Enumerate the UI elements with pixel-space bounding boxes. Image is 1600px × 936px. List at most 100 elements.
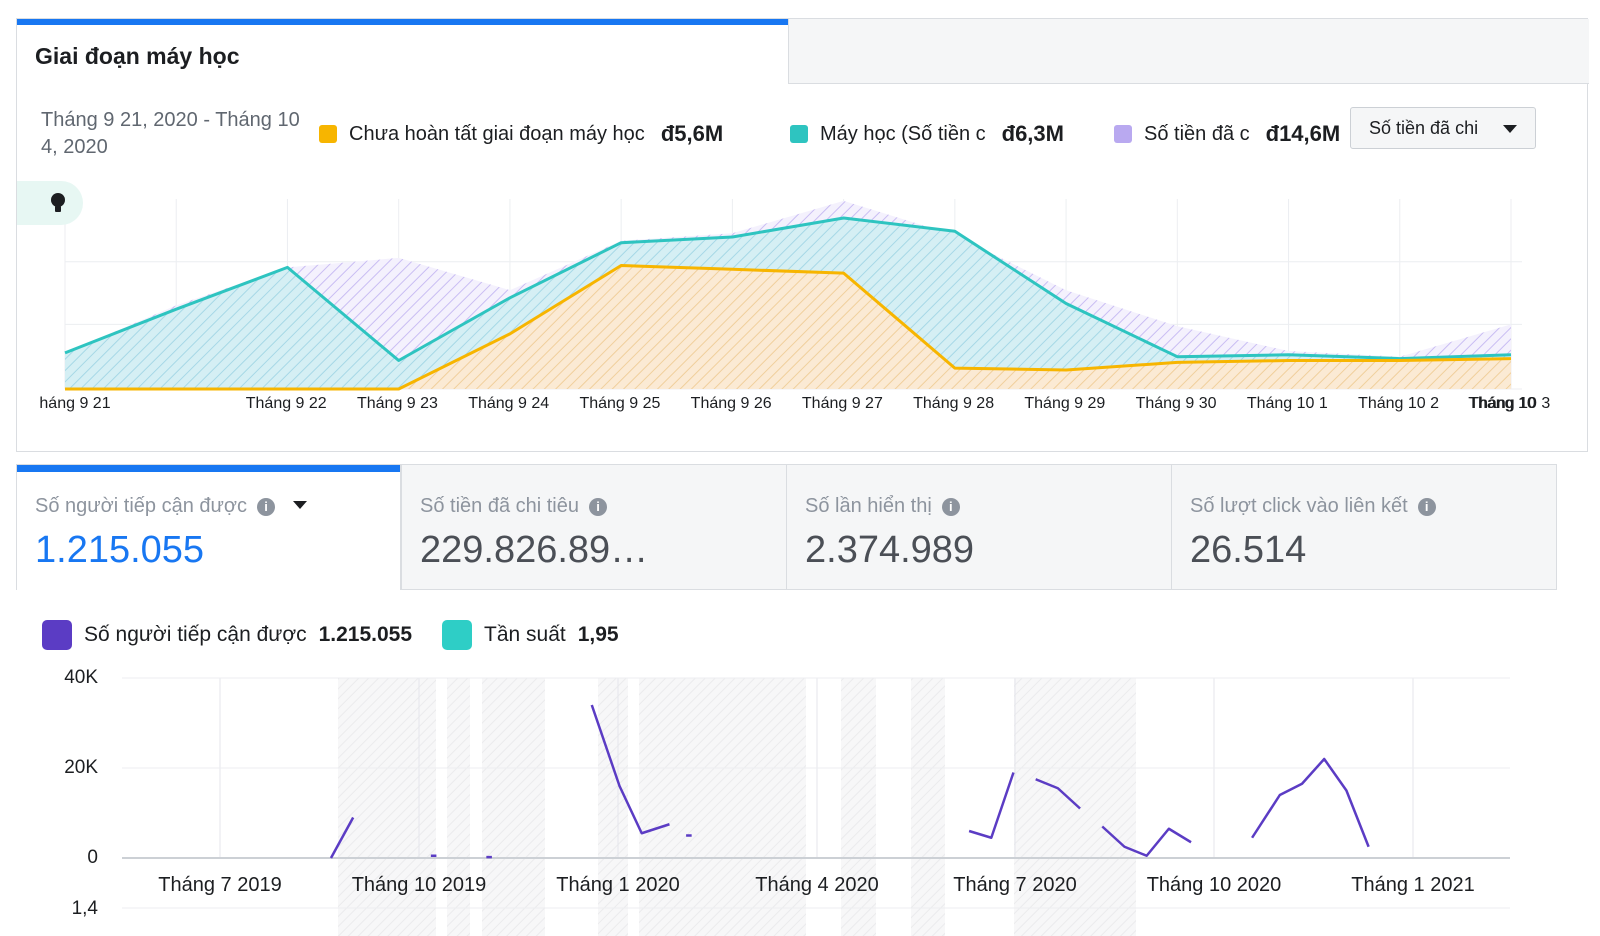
legend-value: 1,95 xyxy=(577,623,619,646)
y-tick-label: 20K xyxy=(64,757,98,778)
inactive-band xyxy=(911,678,945,936)
x-tick-label: Tháng 10 2019 xyxy=(351,874,487,896)
x-tick-label: Tháng 10 3 xyxy=(1469,395,1551,412)
chart-grid xyxy=(122,677,1510,909)
legend-swatch xyxy=(790,125,808,143)
active-tab-indicator xyxy=(17,19,788,25)
reach-line-segment xyxy=(968,772,1015,839)
inactive-bands xyxy=(338,678,1136,936)
tab-title: Giai đoạn máy học xyxy=(35,43,240,69)
inactive-band xyxy=(482,678,545,936)
inactive-band xyxy=(639,678,806,936)
legend-label: Số tiền đã c xyxy=(1144,122,1250,145)
metric-value: 26.514 xyxy=(1190,529,1307,571)
info-icon[interactable]: i xyxy=(941,498,960,516)
metric-label-text: Số lượt click vào liên kết xyxy=(1190,495,1408,517)
reach-line-segment xyxy=(1035,778,1081,810)
x-tick-label: Tháng 9 26 xyxy=(690,395,772,412)
legend-label: Máy học (Số tiền c xyxy=(820,122,986,145)
tab-empty[interactable] xyxy=(788,19,1589,84)
legend-item-reach[interactable]: Số người tiếp cận được 1.215.055 xyxy=(42,620,412,650)
metric-value: 2.374.989 xyxy=(805,529,975,571)
metric-value: 1.215.055 xyxy=(35,529,205,571)
legend-swatch xyxy=(442,620,472,650)
x-tick-label: Tháng 9 25 xyxy=(579,395,661,412)
metric-tab-link-clicks[interactable]: Số lượt click vào liên kết i 26.514 xyxy=(1171,464,1557,590)
metric-label-text: Số người tiếp cận được xyxy=(35,495,248,517)
x-tick-label: Tháng 9 27 xyxy=(801,395,883,412)
y-tick-label-secondary: 1,4 xyxy=(71,898,98,919)
metric-label: Số lượt click vào liên kết i xyxy=(1190,495,1436,518)
reach-line-segment xyxy=(1251,757,1370,848)
lightbulb-icon xyxy=(51,193,65,212)
x-tick-label: Tháng 7 2019 xyxy=(158,874,282,896)
x-tick-label: Tháng 9 23 xyxy=(356,395,438,412)
metric-tab-reach[interactable]: Số người tiếp cận được i 1.215.055 xyxy=(16,464,401,590)
legend-value: 1.215.055 xyxy=(318,623,413,646)
insight-button[interactable] xyxy=(17,181,83,225)
learning-phase-chart xyxy=(64,199,1522,391)
legend-swatch xyxy=(319,125,337,143)
date-range: Tháng 9 21, 2020 - Tháng 10 4, 2020 xyxy=(41,109,300,158)
dropdown-label: Số tiền đã chi xyxy=(1369,118,1479,138)
legend-item-learning: Máy học (Số tiền c đ6,3M xyxy=(790,121,1064,147)
x-tick-label: háng 9 21 xyxy=(39,395,111,412)
learning-phase-panel: Giai đoạn máy học Tháng 9 21, 2020 - Thá… xyxy=(16,18,1589,452)
info-icon[interactable]: i xyxy=(1417,498,1436,516)
legend-value: đ6,3M xyxy=(1001,121,1064,146)
x-tick-label: Tháng 9 24 xyxy=(468,395,550,412)
info-icon[interactable]: i xyxy=(589,498,607,516)
inactive-band xyxy=(598,678,628,936)
x-tick-label: Tháng 10 2 xyxy=(1358,395,1440,412)
x-tick-label: Tháng 9 29 xyxy=(1024,395,1106,412)
legend-value: đ5,6M xyxy=(660,121,724,146)
chart-lines xyxy=(64,216,1512,391)
reach-line-segment xyxy=(1101,825,1192,857)
reach-line-segment xyxy=(329,816,355,859)
chevron-down-icon xyxy=(1503,125,1517,133)
legend-swatch xyxy=(42,620,72,650)
x-tick-label: Tháng 9 22 xyxy=(245,395,327,412)
metric-label: Số người tiếp cận được i xyxy=(35,495,308,518)
reach-chart xyxy=(122,677,1510,936)
inactive-band xyxy=(447,678,470,936)
inactive-band xyxy=(338,678,436,936)
metric-dropdown[interactable]: Số tiền đã chi xyxy=(1350,107,1536,149)
metric-tabs: Số người tiếp cận được i 1.215.055 Số tiề… xyxy=(16,464,1557,590)
legend-label: Số người tiếp cận được xyxy=(84,623,307,646)
metric-tab-impressions[interactable]: Số lần hiển thị i 2.374.989 xyxy=(786,464,1172,590)
metric-label: Số lần hiển thị i xyxy=(805,495,960,518)
x-tick-label: Tháng 9 28 xyxy=(913,395,995,412)
metric-label-text: Số lần hiển thị xyxy=(805,495,932,517)
x-tick-label: Tháng 1 2021 xyxy=(1351,874,1475,896)
y-tick-label: 0 xyxy=(87,847,98,868)
reach-line-segment xyxy=(590,704,670,835)
x-tick-label: Tháng 4 2020 xyxy=(755,874,879,896)
x-tick-label: Tháng 9 30 xyxy=(1135,395,1217,412)
legend-swatch xyxy=(1114,125,1132,143)
legend-item-spent: Số tiền đã c đ14,6M xyxy=(1114,121,1340,147)
tab-learning-phase[interactable]: Giai đoạn máy học xyxy=(17,19,788,84)
inactive-band xyxy=(841,678,876,936)
chevron-down-icon[interactable] xyxy=(293,501,308,509)
series-line-2 xyxy=(65,264,1512,391)
reach-line xyxy=(329,704,1370,859)
inactive-band xyxy=(1014,678,1136,936)
metric-label: Số tiền đã chi tiêu i xyxy=(420,495,607,518)
x-tick-label: Tháng 1 2020 xyxy=(556,874,680,896)
metric-label-text: Số tiền đã chi tiêu xyxy=(420,495,579,517)
legend-value: đ14,6M xyxy=(1265,121,1341,146)
x-tick-label: Tháng 7 2020 xyxy=(953,874,1077,896)
x-tick-label: Tháng 10 1 xyxy=(1246,395,1328,412)
series-line-1 xyxy=(64,216,1512,362)
metric-tab-spend[interactable]: Số tiền đã chi tiêu i 229.826.89… xyxy=(401,464,787,590)
x-tick-label: Tháng 10 xyxy=(1468,395,1536,412)
legend-item-not-complete: Chưa hoàn tất giai đoạn máy học đ5,6M xyxy=(319,121,723,147)
y-tick-label: 40K xyxy=(64,667,98,688)
area-2 xyxy=(65,265,1511,389)
info-icon[interactable]: i xyxy=(257,498,276,516)
x-tick-label: Tháng 10 2020 xyxy=(1146,874,1282,896)
metric-value: 229.826.89… xyxy=(420,529,649,571)
active-tab-indicator xyxy=(17,465,400,472)
legend-item-frequency[interactable]: Tần suất 1,95 xyxy=(442,620,619,650)
